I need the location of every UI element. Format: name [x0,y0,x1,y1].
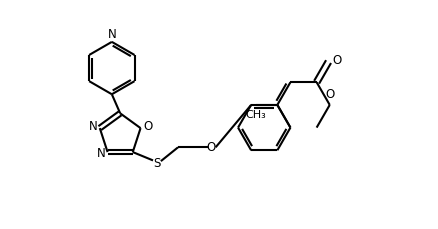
Text: N: N [88,120,97,134]
Text: O: O [325,88,335,101]
Text: O: O [207,141,216,154]
Text: N: N [107,28,116,41]
Text: O: O [333,54,342,67]
Text: CH₃: CH₃ [246,110,266,120]
Text: S: S [153,158,160,170]
Text: O: O [143,120,153,134]
Text: N: N [96,147,105,160]
